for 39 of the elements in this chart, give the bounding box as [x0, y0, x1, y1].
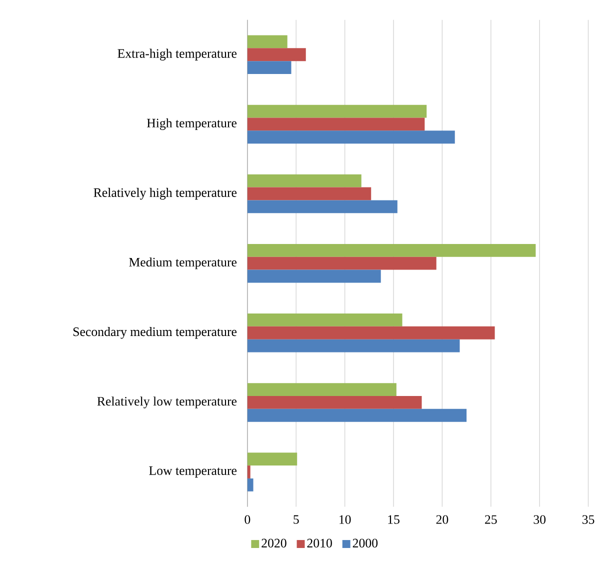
y-tick-label: Relatively low temperature: [97, 396, 237, 408]
legend-label: 2000: [352, 538, 378, 548]
x-tick-label: 20: [436, 515, 448, 524]
x-tick-label: 35: [582, 515, 594, 524]
bar: [247, 200, 398, 213]
bar: [247, 130, 455, 144]
y-tick-label: Medium temperature: [129, 257, 237, 269]
bar: [247, 382, 396, 396]
bar: [247, 118, 425, 130]
y-tick-label: High temperature: [146, 118, 237, 130]
bar: [247, 313, 402, 326]
y-tick-label: Extra-high temperature: [118, 48, 237, 60]
bar: [247, 478, 254, 492]
bar: [247, 408, 467, 422]
bar: [247, 465, 250, 478]
bar: [247, 104, 427, 118]
bar: [247, 256, 436, 270]
bar: [247, 187, 372, 200]
legend-label: 2010: [307, 538, 332, 548]
x-tick-label: 0: [244, 515, 250, 524]
bar: [247, 174, 362, 188]
y-tick-label: Relatively high temperature: [94, 188, 237, 200]
bar: [247, 35, 288, 48]
x-tick-label: 5: [294, 515, 299, 524]
bar: [247, 270, 381, 282]
legend-label: 2020: [262, 538, 286, 548]
x-tick-label: 30: [534, 515, 546, 524]
y-tick-label: Low temperature: [149, 466, 237, 478]
bar: [247, 326, 495, 340]
bar: [247, 396, 422, 409]
bar: [247, 244, 536, 257]
y-tick-label: Secondary medium temperature: [73, 326, 237, 339]
bar: [247, 339, 460, 352]
x-tick-label: 15: [388, 515, 400, 524]
x-tick-label: 10: [340, 515, 351, 524]
bar: [247, 48, 306, 61]
bar: [247, 452, 298, 466]
x-tick-label: 25: [485, 515, 497, 524]
bar: [247, 60, 292, 74]
